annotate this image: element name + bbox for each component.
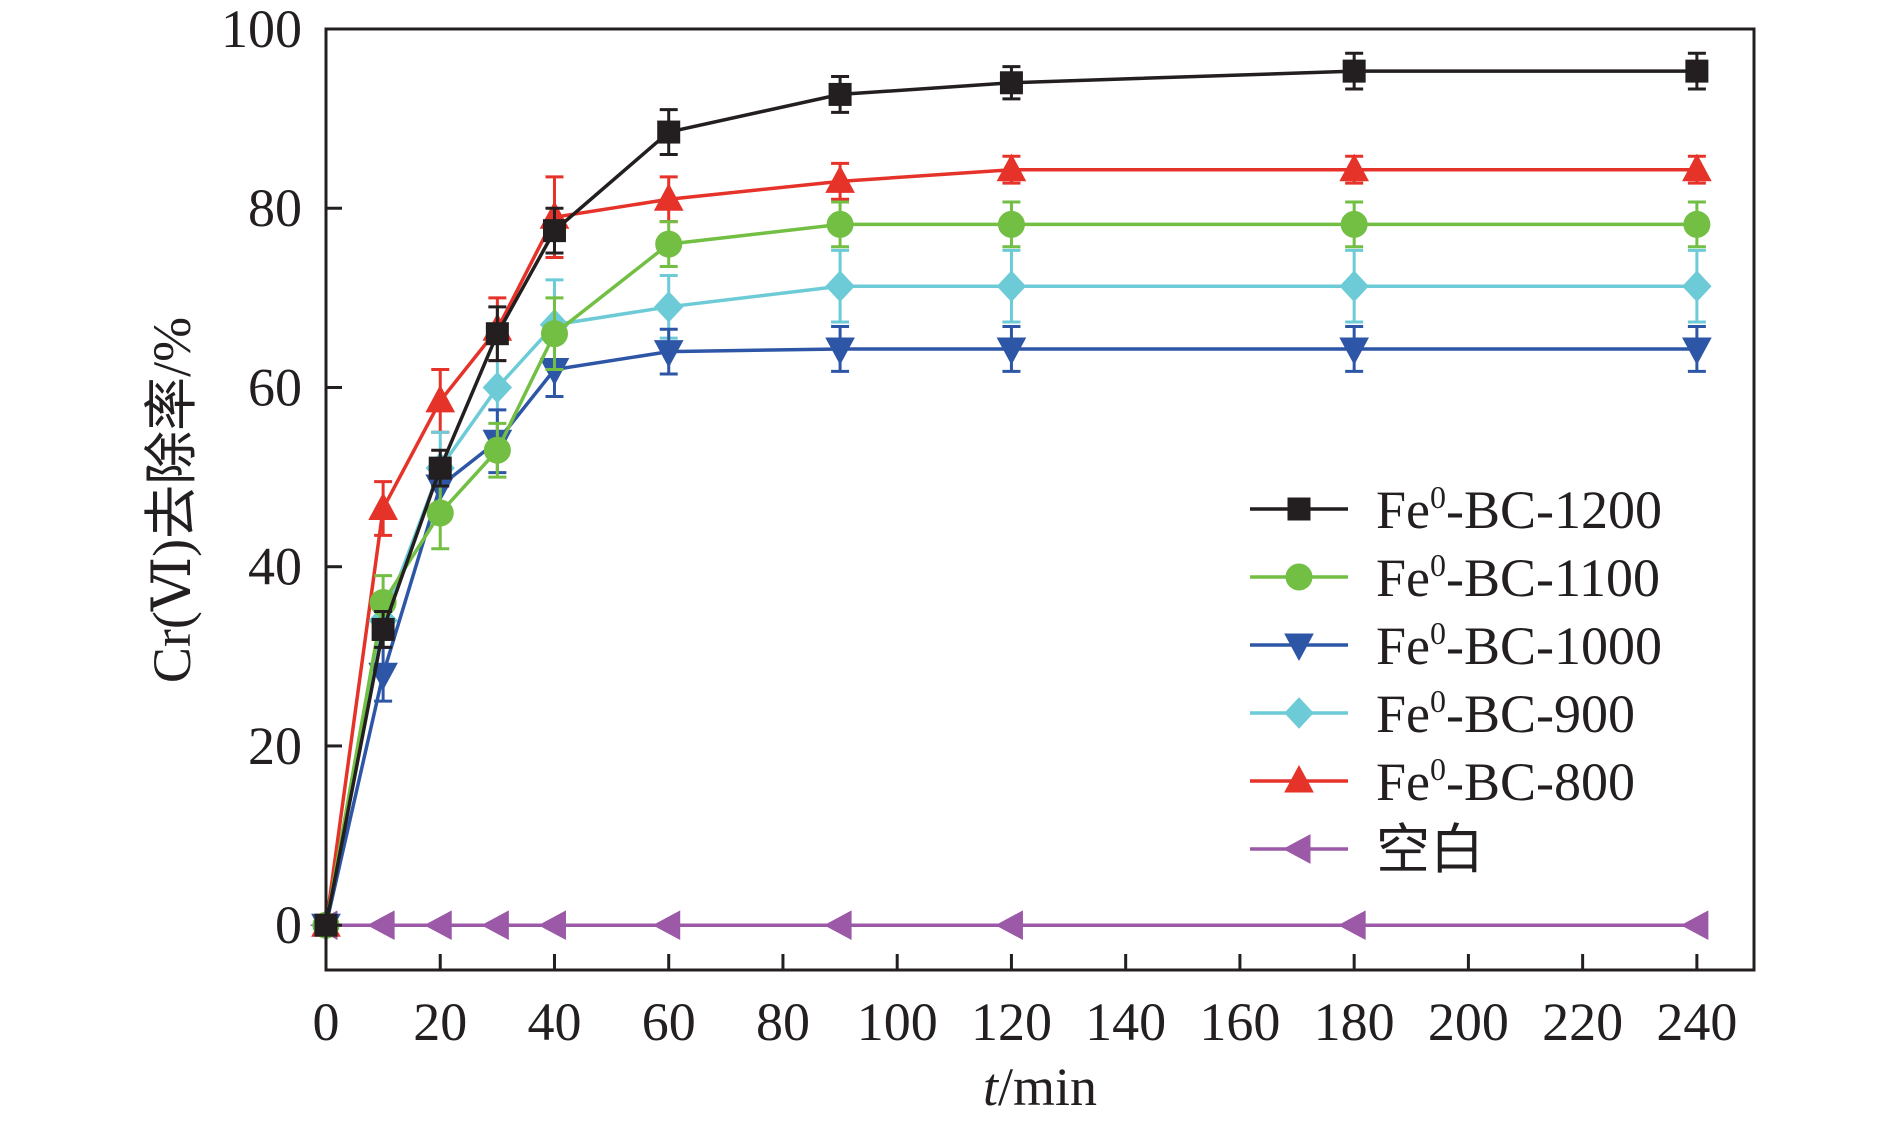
- data-point: [481, 910, 509, 941]
- x-tick-label: 60: [642, 992, 696, 1052]
- series-line: [324, 222, 1697, 926]
- x-tick-label: 120: [971, 992, 1052, 1052]
- x-tick-label: 100: [857, 992, 938, 1052]
- data-point: [482, 371, 513, 404]
- series-fe-bc-1200: [314, 51, 1709, 937]
- data-point: [367, 910, 395, 941]
- legend-marker: [1284, 764, 1314, 793]
- data-point: [996, 270, 1027, 302]
- data-point: [425, 384, 456, 413]
- data-point: [1683, 210, 1711, 238]
- data-point: [999, 71, 1023, 95]
- data-point: [428, 456, 452, 480]
- data-point: [996, 337, 1027, 365]
- y-tick-label: 80: [248, 178, 302, 238]
- series-line: [324, 69, 1697, 926]
- legend-marker: [1284, 633, 1314, 662]
- data-point: [652, 910, 681, 941]
- data-point: [825, 165, 855, 193]
- legend-marker: [1284, 697, 1314, 729]
- data-point: [371, 617, 395, 641]
- y-axis-title: Cr(Ⅵ)去除率/%: [142, 317, 202, 683]
- legend-item-fe-bc-800: Fe0-BC-800: [1250, 751, 1635, 812]
- data-point: [1339, 270, 1369, 302]
- data-point: [424, 910, 452, 941]
- x-tick-label: 140: [1085, 992, 1166, 1052]
- data-point: [1340, 210, 1368, 238]
- data-point: [825, 270, 855, 302]
- legend-label: Fe0-BC-1000: [1376, 615, 1662, 676]
- x-tick-label: 80: [756, 992, 810, 1052]
- data-point: [542, 219, 566, 243]
- legend-label: Fe0-BC-1100: [1376, 547, 1660, 608]
- data-point: [826, 210, 854, 238]
- legend-item-fe-bc-1200: Fe0-BC-1200: [1250, 479, 1662, 540]
- legend-item-blank: 空白: [1250, 820, 1484, 880]
- data-point: [995, 910, 1023, 941]
- data-point: [1339, 337, 1369, 365]
- x-tick-label: 0: [313, 992, 340, 1052]
- legend: Fe0-BC-1200 Fe0-BC-1100 Fe0-BC-1000 Fe0-BC-…: [1250, 479, 1662, 880]
- legend-item-fe-bc-1000: Fe0-BC-1000: [1250, 615, 1662, 676]
- data-point: [1339, 153, 1369, 182]
- x-tick-label: 20: [413, 992, 467, 1052]
- data-point: [538, 910, 566, 941]
- x-axis-title: t/min: [983, 1057, 1097, 1117]
- data-point: [657, 120, 681, 144]
- data-point: [1680, 910, 1709, 941]
- y-axis: 0 20 40 60 80 100: [221, 0, 342, 955]
- series-blank: [309, 910, 1709, 941]
- legend-marker: [1287, 497, 1311, 521]
- y-tick-label: 0: [275, 895, 302, 955]
- data-point: [1342, 59, 1366, 83]
- x-tick-label: 160: [1199, 992, 1280, 1052]
- legend-item-fe-bc-900: Fe0-BC-900: [1250, 683, 1635, 744]
- data-point: [483, 436, 511, 464]
- plot-frame: [324, 27, 1756, 972]
- data-point: [1682, 153, 1712, 182]
- data-point: [1682, 337, 1712, 365]
- legend-label: Fe0-BC-800: [1376, 751, 1635, 812]
- legend-label: Fe0-BC-900: [1376, 683, 1635, 744]
- data-point: [824, 910, 852, 941]
- plot-content: [309, 51, 1712, 942]
- x-tick-label: 240: [1656, 992, 1737, 1052]
- data-point: [825, 337, 855, 365]
- data-point: [654, 291, 684, 323]
- data-point: [655, 230, 683, 258]
- series-line: [324, 167, 1697, 926]
- legend-marker: [1285, 563, 1313, 591]
- data-point: [996, 153, 1027, 182]
- series-fe-bc-1100: [312, 200, 1711, 939]
- data-point: [997, 210, 1025, 238]
- data-point: [1682, 270, 1712, 302]
- x-axis: 0 20 40 60 80 100 120 140 160 180 200 220 240: [313, 954, 1737, 1052]
- y-tick-label: 40: [248, 537, 302, 597]
- y-tick-label: 100: [221, 0, 302, 59]
- data-point: [540, 320, 568, 348]
- series-line: [324, 347, 1697, 926]
- x-tick-label: 200: [1428, 992, 1509, 1052]
- legend-label: Fe0-BC-1200: [1376, 479, 1662, 540]
- data-point: [828, 82, 852, 106]
- legend-label: 空白: [1376, 820, 1484, 880]
- data-point: [368, 492, 398, 520]
- legend-item-fe-bc-1100: Fe0-BC-1100: [1250, 547, 1660, 608]
- data-point: [485, 322, 509, 346]
- data-point: [426, 499, 454, 527]
- y-tick-label: 60: [248, 357, 302, 417]
- x-tick-label: 180: [1314, 992, 1395, 1052]
- y-tick-label: 20: [248, 716, 302, 776]
- data-point: [653, 340, 684, 368]
- x-tick-label: 220: [1542, 992, 1623, 1052]
- legend-marker: [1282, 834, 1311, 864]
- x-tick-label: 40: [527, 992, 581, 1052]
- data-point: [653, 183, 684, 211]
- data-point: [1685, 59, 1709, 83]
- data-point: [1338, 910, 1366, 941]
